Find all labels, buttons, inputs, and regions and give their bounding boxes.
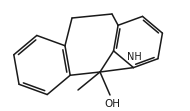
Text: NH: NH (127, 52, 141, 62)
Text: OH: OH (104, 99, 120, 109)
